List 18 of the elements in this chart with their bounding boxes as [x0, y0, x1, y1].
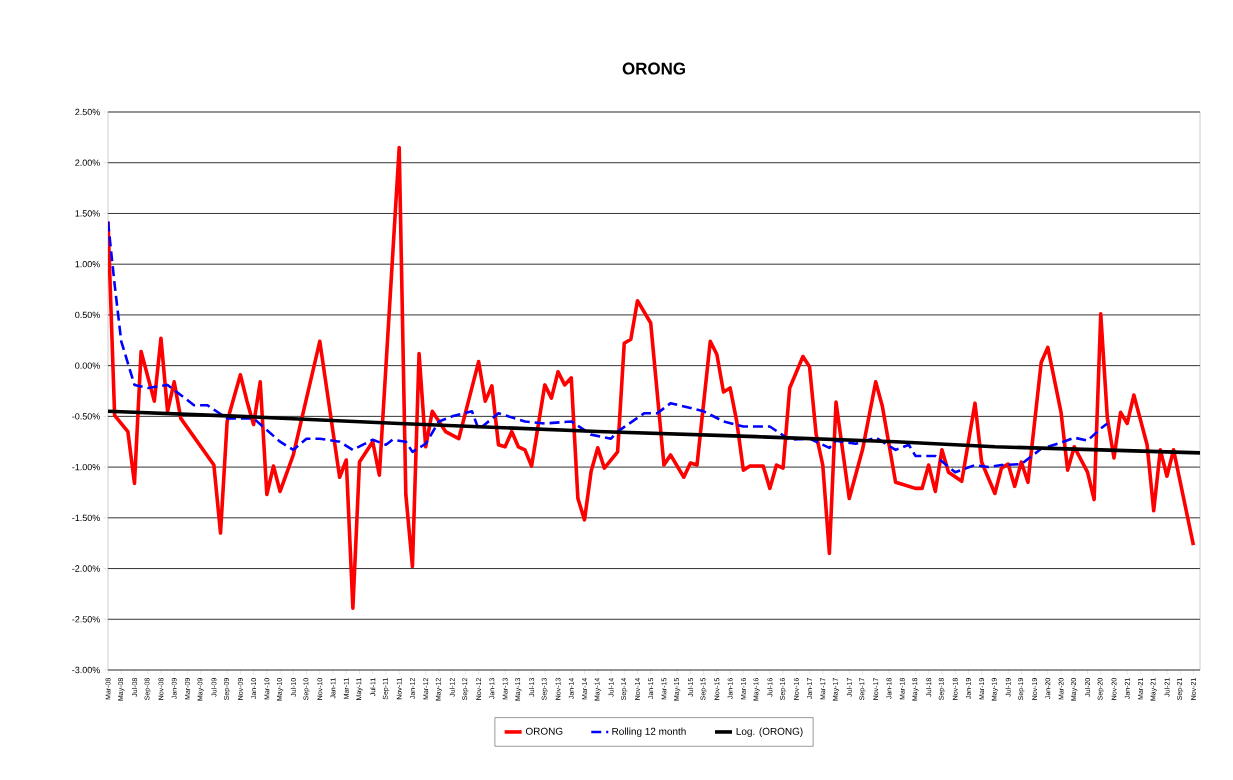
y-tick-label: 1.50%: [75, 210, 100, 217]
y-tick-label: 1.00%: [75, 261, 100, 268]
line-series: [108, 145, 1196, 610]
y-tick-label: -0.50%: [72, 413, 100, 420]
chart-title: ORONG: [622, 62, 685, 75]
line-series: [108, 220, 1109, 474]
y-tick-label: -2.00%: [72, 565, 100, 572]
y-tick-label: -1.50%: [72, 514, 100, 521]
legend-label: Rolling 12 month: [612, 727, 686, 737]
legend-label: ORONG: [525, 727, 563, 735]
y-tick-label: 2.50%: [75, 108, 100, 116]
y-tick-label: 2.00%: [75, 159, 100, 166]
y-tick-label: -1.00%: [72, 463, 100, 471]
legend-label: Log. (ORONG): [736, 727, 803, 737]
y-tick-label: -2.50%: [72, 616, 100, 623]
y-tick-label: 0.00%: [75, 362, 100, 369]
y-tick-label: -3.00%: [72, 666, 100, 674]
y-tick-label: 0.50%: [75, 311, 100, 319]
